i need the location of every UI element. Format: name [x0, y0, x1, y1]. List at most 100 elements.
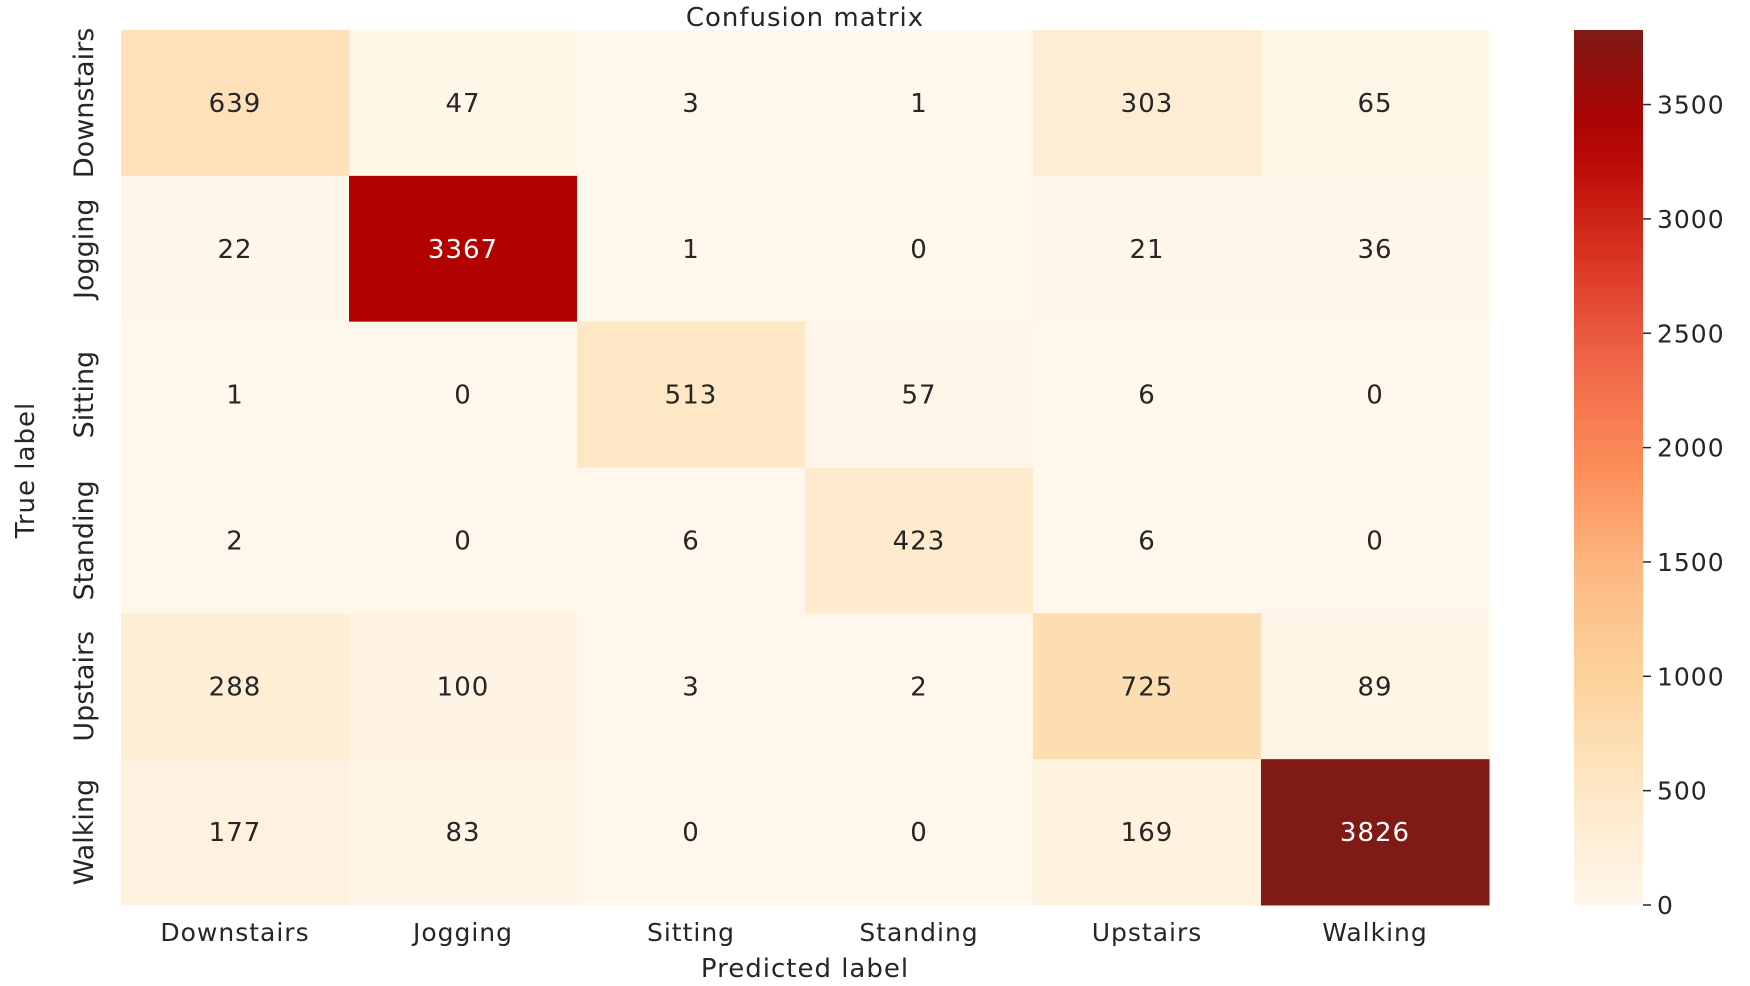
colorbar-tick-label: 1000 — [1657, 662, 1725, 691]
heatmap-cell — [1033, 321, 1262, 468]
cell-value-label: 0 — [454, 526, 472, 556]
heatmap-cell — [805, 759, 1034, 906]
heatmap-cell — [1261, 30, 1490, 177]
heatmap-cell — [805, 613, 1034, 760]
cell-value-label: 303 — [1121, 89, 1174, 119]
colorbar-ticks: 0 500 1000 1500 2000 2500 3000 3500 — [1643, 91, 1725, 920]
y-tick-label: Downstairs — [69, 28, 100, 178]
heatmap-cell — [1261, 175, 1490, 323]
y-tick-label: Upstairs — [69, 631, 100, 742]
cell-value-label: 3 — [682, 672, 700, 702]
y-tick-label: Jogging — [69, 198, 100, 301]
y-tick-label: Sitting — [69, 351, 100, 439]
heatmap-cell — [805, 321, 1034, 468]
cell-value-label: 65 — [1357, 89, 1392, 119]
cell-value-label: 0 — [454, 381, 472, 411]
heatmap-cells — [121, 30, 1490, 906]
heatmap-cell — [805, 30, 1034, 177]
x-tick-label: Standing — [859, 918, 978, 947]
x-tick-label: Upstairs — [1092, 918, 1203, 947]
y-axis-ticks: Downstairs Jogging Sitting Standing Upstairs… — [69, 28, 100, 886]
cell-value-label: 2 — [226, 526, 244, 556]
heatmap-cell — [577, 613, 806, 760]
cell-value-label: 3 — [682, 89, 700, 119]
colorbar-tick-label: 2000 — [1657, 434, 1725, 463]
heatmap-cell — [577, 467, 806, 614]
x-tick-label: Walking — [1322, 918, 1428, 947]
y-axis-title: True label — [11, 402, 41, 539]
heatmap-cell — [577, 759, 806, 906]
cell-value-label: 57 — [901, 381, 936, 411]
heatmap-cell — [349, 467, 578, 614]
cell-value-label: 2 — [910, 672, 928, 702]
heatmap-cell — [349, 613, 578, 760]
cell-value-label: 513 — [665, 381, 718, 411]
heatmap-cell — [349, 321, 578, 468]
colorbar-tick-label: 500 — [1657, 777, 1708, 806]
x-tick-label: Jogging — [411, 918, 513, 947]
x-axis-ticks: Downstairs Jogging Sitting Standing Upstairs… — [160, 918, 1428, 947]
heatmap-cell — [1261, 759, 1490, 906]
cell-value-label: 100 — [437, 672, 490, 702]
cell-value-label: 1 — [226, 381, 244, 411]
cell-value-label: 36 — [1357, 235, 1392, 265]
cell-value-label: 6 — [1138, 381, 1156, 411]
cell-value-label: 89 — [1357, 672, 1392, 702]
heatmap-cell — [805, 467, 1034, 614]
cell-value-label: 725 — [1121, 672, 1174, 702]
cell-value-label: 0 — [910, 235, 928, 265]
cell-value-label: 21 — [1129, 235, 1164, 265]
heatmap-cell — [577, 30, 806, 177]
cell-value-label: 6 — [1138, 526, 1156, 556]
cell-value-label: 423 — [893, 526, 946, 556]
heatmap-cell — [121, 759, 350, 906]
cell-value-label: 288 — [209, 672, 262, 702]
heatmap-cell — [1261, 613, 1490, 760]
cell-value-label: 0 — [910, 818, 928, 848]
cell-value-label: 0 — [1366, 381, 1384, 411]
colorbar-tick-label: 1500 — [1657, 548, 1725, 577]
heatmap-cell — [121, 613, 350, 760]
colorbar-tick-label: 0 — [1657, 891, 1674, 920]
y-tick-label: Standing — [69, 480, 100, 600]
heatmap-cell — [805, 175, 1034, 323]
cell-value-label: 47 — [445, 89, 480, 119]
x-axis-title: Predicted label — [701, 954, 909, 984]
colorbar-tick-label: 2500 — [1657, 319, 1725, 348]
cell-value-label: 3826 — [1340, 818, 1410, 848]
colorbar — [1574, 30, 1643, 905]
heatmap-cell — [1033, 759, 1262, 906]
cell-value-label: 169 — [1121, 818, 1174, 848]
cell-value-label: 0 — [1366, 526, 1384, 556]
x-tick-label: Sitting — [647, 918, 735, 947]
y-tick-label: Walking — [69, 779, 100, 885]
heatmap-cell — [1033, 175, 1262, 323]
chart-title: Confusion matrix — [686, 3, 924, 33]
heatmap-cell — [121, 175, 350, 323]
colorbar-tick-label: 3000 — [1657, 205, 1725, 234]
heatmap-cell — [349, 759, 578, 906]
x-tick-label: Downstairs — [160, 918, 309, 947]
heatmap-cell — [121, 321, 350, 468]
cell-value-label: 177 — [209, 818, 262, 848]
heatmap-cell-labels: 639 47 3 1 303 65 22 3367 1 0 21 36 1 0 513 57 6 0 2 0 6 423 6… — [209, 89, 1410, 848]
cell-value-label: 22 — [217, 235, 252, 265]
heatmap-cell — [1033, 30, 1262, 177]
heatmap-cell — [1261, 321, 1490, 468]
cell-value-label: 1 — [682, 235, 700, 265]
colorbar-tick-label: 3500 — [1657, 91, 1725, 120]
heatmap-cell — [577, 321, 806, 468]
cell-value-label: 0 — [682, 818, 700, 848]
cell-value-label: 6 — [682, 526, 700, 556]
cell-value-label: 1 — [910, 89, 928, 119]
heatmap-cell — [121, 30, 350, 177]
heatmap-cell — [1033, 613, 1262, 760]
heatmap-cell — [121, 467, 350, 614]
cell-value-label: 83 — [445, 818, 480, 848]
heatmap-cell — [577, 175, 806, 323]
heatmap-cell — [349, 175, 578, 323]
heatmap-cell — [1261, 467, 1490, 614]
heatmap-cell — [349, 30, 578, 177]
cell-value-label: 3367 — [428, 235, 498, 265]
